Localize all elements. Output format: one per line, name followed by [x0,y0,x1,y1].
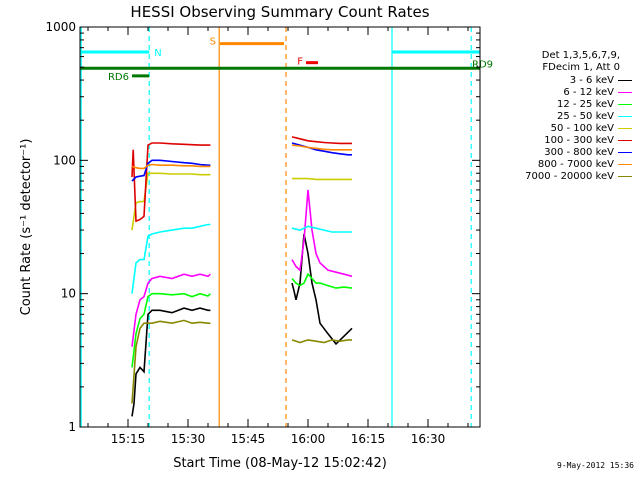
state-label-s: S [210,37,216,48]
series-line-2-seg-0 [131,292,211,368]
y-tick-label-2: 100 [53,153,76,167]
series-line-7-seg-0 [131,163,211,170]
legend-entry: 800 - 7000 keV [482,158,632,170]
chart-title: HESSI Observing Summary Count Rates [130,3,429,21]
legend-swatch [618,115,632,117]
legend: Det 1,3,5,6,7,9, FDecim 1, Att 0 3 - 6 k… [482,50,632,182]
legend-swatch [618,79,632,81]
series-line-8-seg-0 [131,319,211,404]
series-lines [131,136,353,417]
legend-label: 7000 - 20000 keV [525,170,614,182]
legend-header-line-2: FDecim 1, Att 0 [542,62,620,73]
legend-label: 3 - 6 keV [569,74,614,86]
legend-header-line-1: Det 1,3,5,6,7,9, [541,50,620,61]
legend-label: 6 - 12 keV [563,86,614,98]
legend-label: 800 - 7000 keV [537,158,614,170]
series-line-1-seg-0 [131,273,211,347]
legend-entry: 25 - 50 keV [482,110,632,122]
axes: 15:15 15:30 15:45 16:00 16:15 16:30 1 10 100 1000 [45,20,480,446]
state-label-rd9: RD9 [472,59,493,70]
legend-label: 12 - 25 keV [556,98,614,110]
x-tick-label-0: 15:15 [111,432,146,446]
plot-frame [79,26,481,428]
x-axis-label: Start Time (08-May-12 15:02:42) [173,456,387,471]
observing-state-bars: N S F RD9 RD6 [80,37,493,83]
legend-label: 50 - 100 keV [550,122,614,134]
series-line-0-seg-1 [291,233,353,346]
legend-entry: 6 - 12 keV [482,86,632,98]
series-line-3-seg-0 [131,223,211,294]
x-tick-label-1: 15:30 [171,432,206,446]
state-label-n: N [154,48,161,59]
legend-entry: 12 - 25 keV [482,98,632,110]
legend-entry: 50 - 100 keV [482,122,632,134]
x-tick-label-5: 16:30 [411,432,446,446]
state-label-f: F [297,57,303,68]
legend-entry: 300 - 800 keV [482,146,632,158]
legend-entry: 7000 - 20000 keV [482,170,632,182]
legend-swatch [618,175,632,177]
series-line-4-seg-0 [131,172,211,231]
legend-label: 100 - 300 keV [544,134,614,146]
timestamp: 9-May-2012 15:36 [556,461,634,470]
legend-swatch [618,151,632,153]
legend-swatch [618,91,632,93]
y-tick-label-1: 10 [61,287,76,301]
y-tick-label-3: 1000 [45,20,76,34]
series-line-8-seg-1 [291,339,352,344]
legend-entry: 3 - 6 keV [482,74,632,86]
series-line-5-seg-0 [131,142,211,223]
legend-swatch [618,163,632,165]
legend-swatch [618,127,632,129]
series-line-1-seg-1 [291,189,353,278]
x-tick-label-4: 16:15 [351,432,386,446]
series-line-2-seg-1 [291,272,353,289]
series-line-0-seg-0 [131,307,211,417]
x-tick-label-2: 15:45 [231,432,266,446]
series-line-3-seg-1 [291,225,352,233]
series-line-7-seg-1 [291,144,352,151]
vertical-markers [80,27,472,427]
legend-entry: 100 - 300 keV [482,134,632,146]
y-tick-label-0: 1 [68,420,76,434]
legend-swatch [618,103,632,105]
legend-swatch [618,139,632,141]
series-line-6-seg-0 [131,159,211,182]
legend-label: 25 - 50 keV [556,110,614,122]
y-axis-label: Count Rate (s⁻¹ detector⁻¹) [19,139,34,316]
x-tick-label-3: 16:00 [291,432,326,446]
legend-label: 300 - 800 keV [544,146,614,158]
series-line-5-seg-1 [291,136,352,145]
state-label-rd6: RD6 [108,72,129,83]
series-line-4-seg-1 [292,177,352,181]
